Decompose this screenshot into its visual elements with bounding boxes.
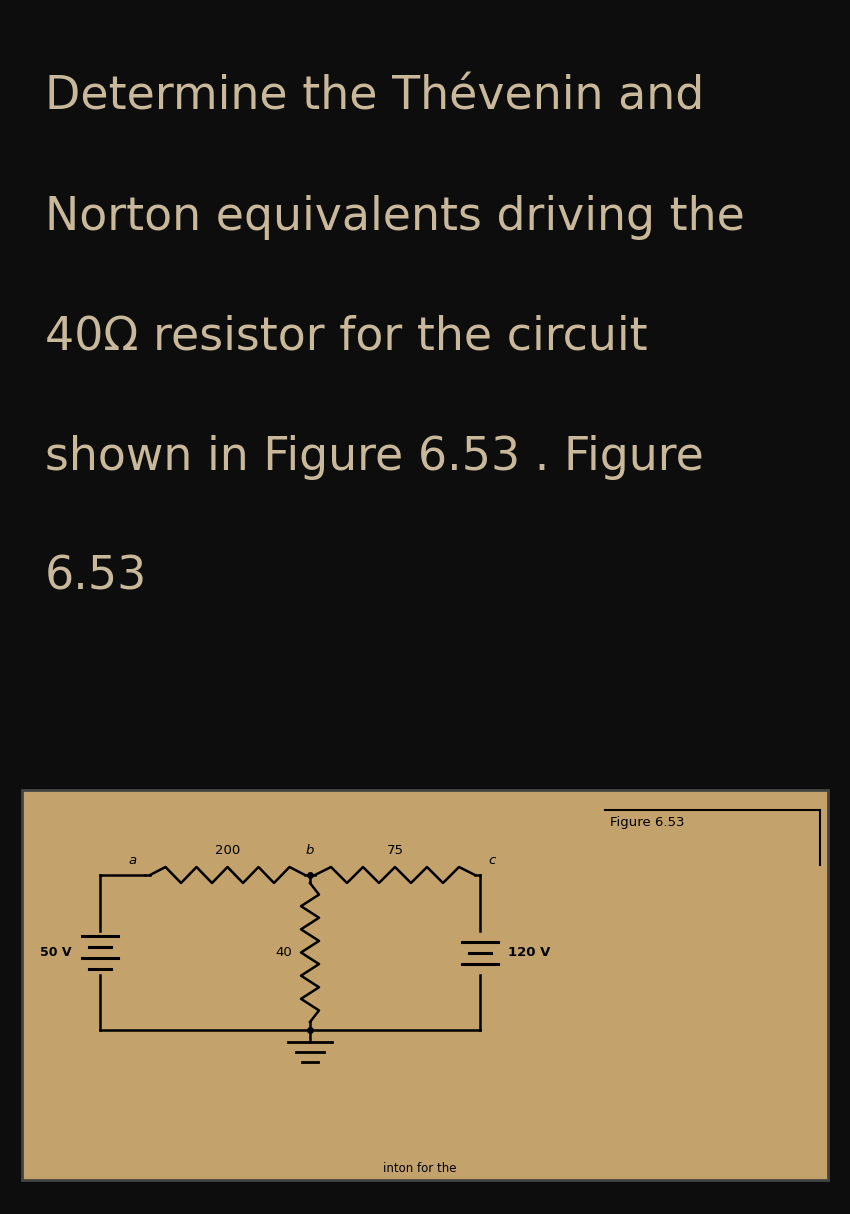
- Text: Determine the Thévenin and: Determine the Thévenin and: [45, 75, 705, 120]
- Text: Norton equivalents driving the: Norton equivalents driving the: [45, 195, 745, 240]
- Text: 200: 200: [215, 844, 240, 857]
- Text: 50 V: 50 V: [41, 946, 72, 959]
- Text: shown in Figure 6.53 . Figure: shown in Figure 6.53 . Figure: [45, 435, 704, 480]
- Text: 75: 75: [387, 844, 404, 857]
- Text: 40: 40: [275, 946, 292, 959]
- Text: inton for the: inton for the: [383, 1162, 456, 1175]
- Text: 6.53: 6.53: [45, 555, 147, 600]
- FancyBboxPatch shape: [22, 790, 828, 1180]
- Text: 120 V: 120 V: [508, 946, 551, 959]
- Text: b: b: [306, 844, 314, 857]
- Text: a: a: [129, 853, 137, 867]
- Text: Figure 6.53: Figure 6.53: [610, 816, 684, 829]
- Text: c: c: [488, 853, 496, 867]
- Text: 40Ω resistor for the circuit: 40Ω resistor for the circuit: [45, 314, 648, 361]
